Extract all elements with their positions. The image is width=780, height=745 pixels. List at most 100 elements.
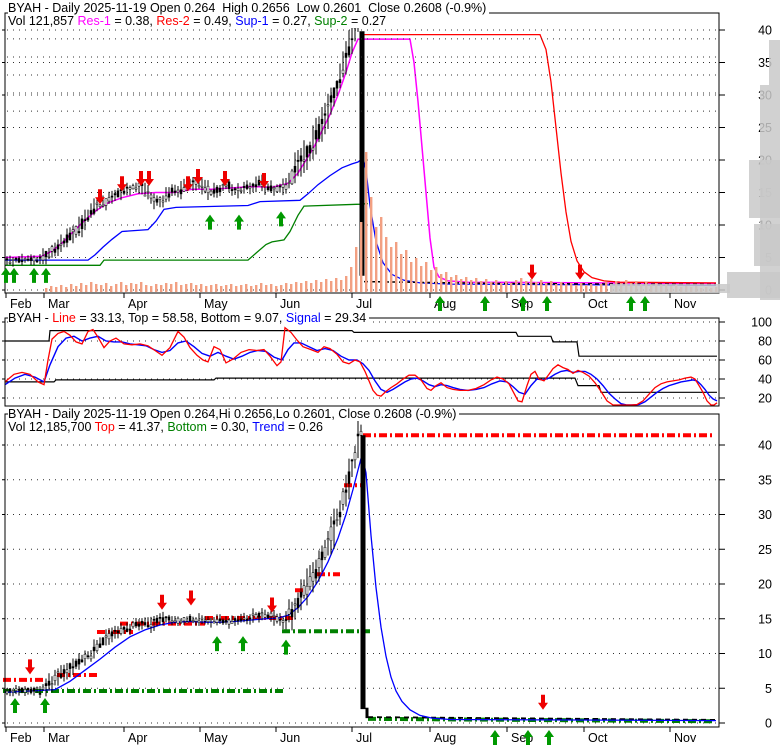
buy-signal-arrow-icon xyxy=(626,296,636,311)
month-label: Jun xyxy=(280,297,300,311)
y-tick-label: 15 xyxy=(758,612,772,626)
sell-signal-arrow-icon xyxy=(575,264,585,280)
y-tick-label: 40 xyxy=(758,439,772,453)
panel3-legend: Vol 12,185,700 Top = 41.37, Bottom = 0.3… xyxy=(8,421,326,434)
header-segment: = 41.37, xyxy=(114,420,168,434)
y-tick-label: 35 xyxy=(758,56,772,70)
sell-signal-arrow-icon xyxy=(144,171,154,186)
sell-signal-arrow-icon xyxy=(157,594,167,610)
header-segment: = 33.13, Top = 58.58, Bottom = 9.07, xyxy=(75,311,286,325)
sell-signal-arrow-icon xyxy=(259,172,269,188)
month-label: Jul xyxy=(356,731,372,745)
buy-signal-arrow-icon xyxy=(41,267,51,283)
header-segment: = 0.49, xyxy=(189,14,236,28)
sell-signal-arrow-icon xyxy=(117,176,127,192)
header-segment: Sup-2 xyxy=(314,14,348,28)
gray-watermark xyxy=(610,40,780,300)
month-label: May xyxy=(204,297,228,311)
month-label: Aug xyxy=(434,297,456,311)
buy-signal-arrow-icon xyxy=(1,267,11,283)
buy-signal-arrow-icon xyxy=(523,730,533,745)
month-label: Feb xyxy=(10,297,32,311)
buy-signal-arrow-icon xyxy=(234,214,244,230)
header-segment: = 0.38, xyxy=(110,14,157,28)
month-label: Oct xyxy=(588,731,608,745)
y-tick-label: 80 xyxy=(758,335,772,349)
header-segment: = 0.27 xyxy=(347,14,387,28)
buy-signal-arrow-icon xyxy=(490,730,500,745)
volume-bars xyxy=(45,152,718,292)
y-tick-label: 60 xyxy=(758,354,772,368)
month-label: Apr xyxy=(128,731,147,745)
month-label: Oct xyxy=(588,297,608,311)
buy-signal-arrow-icon xyxy=(205,214,215,230)
header-segment: Bottom xyxy=(167,420,207,434)
buy-signal-arrow-icon xyxy=(518,296,528,311)
month-label: Jul xyxy=(356,297,372,311)
panel2-title: BYAH - Line = 33.13, Top = 58.58, Bottom… xyxy=(8,311,370,325)
sell-signal-arrow-icon xyxy=(193,169,203,185)
sell-signal-arrow-icon xyxy=(267,597,277,613)
header-segment: Res-1 xyxy=(77,14,111,28)
header-segment: = 0.26 xyxy=(284,420,323,434)
header-segment: = 0.27, xyxy=(268,14,315,28)
header-segment: Vol 12,185,700 xyxy=(8,420,95,434)
header-segment: Vol 121,857 xyxy=(8,14,78,28)
header-segment: BYAH - xyxy=(8,311,53,325)
buy-signal-arrow-icon xyxy=(212,636,222,652)
header-segment: Signal xyxy=(285,311,321,325)
sell-signal-arrow-icon xyxy=(538,694,548,710)
header-segment: BYAH - Daily 2025-11-19 Open 0.264,Hi 0.… xyxy=(8,407,457,421)
sell-signal-arrow-icon xyxy=(183,176,193,192)
header-segment: Trend xyxy=(252,420,285,434)
y-tick-label: 35 xyxy=(758,473,772,487)
y-tick-label: 100 xyxy=(751,316,772,330)
month-label: Mar xyxy=(48,731,70,745)
sell-signal-arrow-icon xyxy=(25,659,35,675)
header-segment: BYAH - Daily 2025-11-19 Open 0.264 High … xyxy=(8,1,487,15)
header-segment: Line xyxy=(52,311,76,325)
month-label: Apr xyxy=(128,297,147,311)
sell-signal-arrow-icon xyxy=(527,264,537,280)
panel1-legend: Vol 121,857 Res-1 = 0.38, Res-2 = 0.49, … xyxy=(8,14,390,28)
header-segment: = 29.34 xyxy=(320,311,367,325)
oscillator-panel: 100 80 60 40 20 xyxy=(2,38,772,407)
y-tick-label: 20 xyxy=(758,392,772,406)
panel1-title: BYAH - Daily 2025-11-19 Open 0.264 High … xyxy=(8,1,490,15)
header-segment: Top xyxy=(94,420,115,434)
buy-signal-arrow-icon xyxy=(480,296,490,311)
month-label: Feb xyxy=(10,731,32,745)
month-label: May xyxy=(204,731,228,745)
month-label: Aug xyxy=(434,731,456,745)
sell-signal-arrow-icon xyxy=(186,590,196,606)
buy-signal-arrow-icon xyxy=(29,267,39,283)
month-label: Jun xyxy=(280,731,300,745)
buy-signal-arrow-icon xyxy=(276,211,286,227)
buy-signal-arrow-icon xyxy=(9,267,19,283)
month-label: Mar xyxy=(48,297,70,311)
sell-signal-arrow-icon xyxy=(220,171,230,186)
header-segment: Res-2 xyxy=(156,14,190,28)
panel3-title: BYAH - Daily 2025-11-19 Open 0.264,Hi 0.… xyxy=(8,407,460,421)
header-segment: Sup-1 xyxy=(235,14,269,28)
buy-signal-arrow-icon xyxy=(40,697,50,713)
month-label: Nov xyxy=(674,731,697,745)
buy-signal-arrow-icon xyxy=(281,639,291,655)
month-label: Nov xyxy=(674,297,697,311)
y-tick-label: 40 xyxy=(758,373,772,387)
y-tick-label: 40 xyxy=(758,24,772,38)
buy-signal-arrow-icon xyxy=(435,296,445,311)
y-tick-label: 30 xyxy=(758,508,772,522)
y-tick-label: 20 xyxy=(758,578,772,592)
buy-signal-arrow-icon xyxy=(640,296,650,311)
buy-signal-arrow-icon xyxy=(544,730,554,745)
buy-signal-arrow-icon xyxy=(542,296,552,311)
y-tick-label: 25 xyxy=(758,543,772,557)
buy-signal-arrow-icon xyxy=(10,697,20,713)
y-tick-label: 5 xyxy=(765,682,772,696)
sell-signal-arrow-icon xyxy=(136,171,146,186)
y-tick-label: 0 xyxy=(765,717,772,731)
